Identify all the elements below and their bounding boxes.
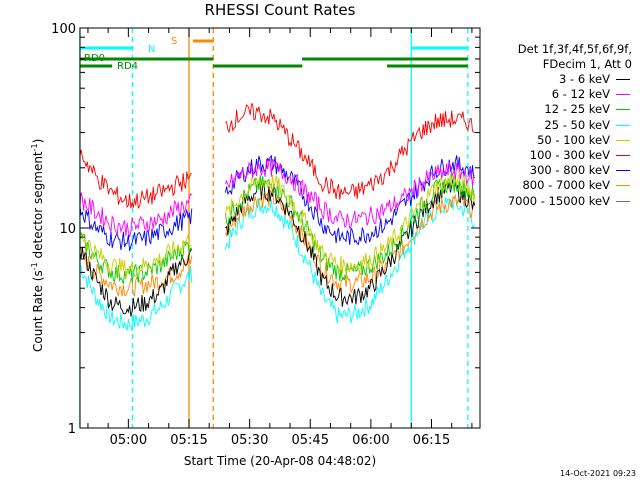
legend-item: 100 - 300 keV — [482, 148, 632, 163]
legend-item: 7000 - 15000 keV — [482, 194, 632, 209]
y-tick-label: 1 — [68, 422, 76, 437]
series-line-3 — [79, 195, 476, 332]
legend-swatch — [616, 154, 630, 156]
legend-label: 6 - 12 keV — [551, 87, 610, 102]
legend-label: 300 - 800 keV — [529, 163, 610, 178]
flag-label-rd4: RD4 — [117, 61, 138, 72]
chart-title: RHESSI Count Rates — [204, 1, 356, 19]
legend: Det 1f,3f,4f,5f,6f,9f, FDecim 1, Att 0 3… — [482, 42, 632, 209]
legend-label: 3 - 6 keV — [559, 72, 610, 86]
legend-label: 50 - 100 keV — [537, 132, 610, 147]
legend-item: 12 - 25 keV — [482, 102, 632, 117]
x-tick-label: 05:00 — [110, 433, 147, 448]
legend-header-line2: FDecim 1, Att 0 — [542, 57, 632, 71]
legend-item: 25 - 50 keV — [482, 118, 632, 133]
legend-swatch — [616, 200, 630, 202]
legend-swatch — [616, 139, 630, 141]
legend-item: 300 - 800 keV — [482, 163, 632, 178]
legend-label: 12 - 25 keV — [544, 102, 610, 117]
y-axis-label: Count Rate (s-1 detector segment-1) — [30, 138, 45, 352]
legend-swatch — [616, 79, 630, 80]
legend-label: 7000 - 15000 keV — [507, 193, 610, 208]
legend-header-line1: Det 1f,3f,4f,5f,6f,9f, — [517, 42, 632, 56]
series-line-7 — [79, 188, 476, 298]
legend-item: 6 - 12 keV — [482, 87, 632, 102]
series-line-4 — [79, 173, 476, 279]
y-tick-label: 100 — [51, 22, 76, 37]
legend-label: 800 - 7000 keV — [522, 178, 610, 193]
series-line-5 — [79, 103, 476, 210]
legend-item: 50 - 100 keV — [482, 133, 632, 148]
flag-label-s: S — [171, 36, 177, 47]
generation-timestamp: 14-Oct-2021 09:23 — [560, 469, 636, 478]
x-tick-label: 06:00 — [352, 433, 389, 448]
legend-swatch — [616, 170, 630, 172]
x-tick-label: 05:30 — [231, 433, 268, 448]
legend-label: 100 - 300 keV — [529, 147, 610, 162]
x-tick-label: 06:15 — [413, 433, 450, 448]
x-tick-label: 05:15 — [170, 433, 207, 448]
legend-item: 800 - 7000 keV — [482, 178, 632, 193]
series-line-1 — [79, 158, 475, 238]
legend-swatch — [616, 94, 630, 96]
flag-label-n: N — [148, 44, 155, 55]
flag-label-rd0: RD0 — [84, 53, 105, 64]
x-axis-label: Start Time (20-Apr-08 04:48:02) — [183, 454, 377, 468]
legend-items: 3 - 6 keV 6 - 12 keV 12 - 25 keV 25 - 50 ke… — [482, 72, 632, 209]
series-line-0 — [79, 178, 476, 317]
legend-swatch — [616, 185, 630, 187]
y-tick-label: 10 — [59, 222, 76, 237]
x-tick-label: 05:45 — [292, 433, 329, 448]
legend-swatch — [616, 124, 630, 126]
legend-label: 25 - 50 keV — [544, 117, 610, 132]
legend-item: 3 - 6 keV — [482, 72, 632, 87]
legend-swatch — [616, 109, 630, 111]
